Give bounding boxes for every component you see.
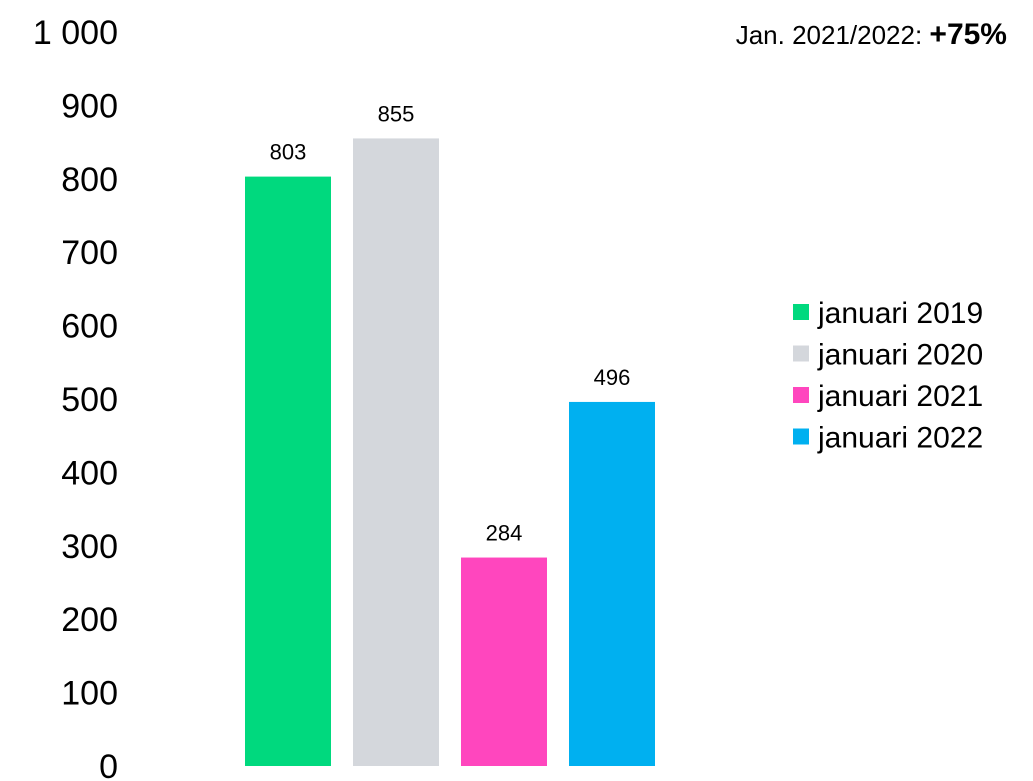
y-tick-label: 900 (61, 87, 118, 125)
y-tick-label: 700 (61, 234, 118, 272)
bars (245, 138, 655, 766)
y-tick-label: 0 (99, 748, 118, 781)
bar (569, 401, 655, 766)
legend-label: januari 2019 (817, 297, 983, 330)
y-tick-label: 400 (61, 454, 118, 492)
y-tick-label: 600 (61, 308, 118, 346)
data-label: 496 (594, 365, 631, 390)
y-tick-label: 200 (61, 601, 118, 639)
legend-swatch (793, 304, 809, 320)
annotation-prefix: Jan. 2021/2022: (735, 20, 930, 50)
data-labels: 803 855 284 496 (270, 101, 631, 545)
bar (461, 557, 547, 766)
legend-label: januari 2020 (817, 339, 983, 372)
data-label: 803 (270, 140, 307, 165)
bar (245, 176, 331, 766)
y-tick-label: 300 (61, 528, 118, 566)
y-tick-label: 800 (61, 161, 118, 199)
bar (353, 138, 439, 766)
annotation-value: +75% (929, 18, 1007, 51)
legend-label: januari 2022 (817, 422, 983, 455)
data-label: 284 (486, 521, 523, 546)
y-tick-label: 100 (61, 675, 118, 713)
legend-swatch (793, 387, 809, 403)
y-tick-label: 500 (61, 381, 118, 419)
y-axis: 0 100 200 300 400 500 600 700 800 900 1 000 (33, 14, 118, 781)
data-label: 855 (378, 101, 415, 126)
legend: januari 2019 januari 2020 januari 2021 janu… (793, 297, 983, 455)
legend-swatch (793, 345, 809, 362)
change-annotation: Jan. 2021/2022: +75% (736, 18, 1007, 52)
legend-swatch (793, 428, 809, 445)
y-tick-label: 1 000 (33, 14, 118, 52)
legend-label: januari 2021 (817, 380, 983, 413)
